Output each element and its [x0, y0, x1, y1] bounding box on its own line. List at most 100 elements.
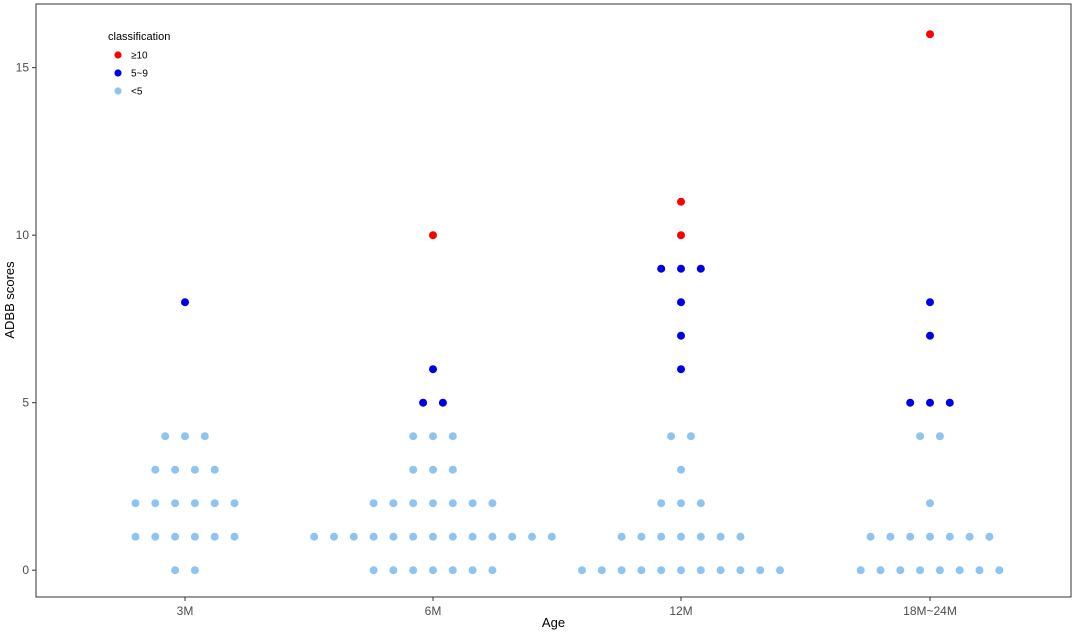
data-point [547, 532, 556, 541]
data-point [210, 499, 219, 508]
data-point [716, 566, 725, 575]
data-point [617, 566, 626, 575]
data-point [975, 566, 984, 575]
data-point [468, 566, 477, 575]
data-point [637, 566, 646, 575]
data-point [131, 499, 140, 508]
data-point [696, 532, 705, 541]
data-point [429, 499, 437, 508]
data-point [677, 566, 685, 575]
data-point [190, 566, 199, 575]
data-point [677, 499, 685, 508]
data-point [528, 532, 536, 541]
x-tick-label: 3M [177, 604, 194, 618]
data-point [171, 499, 180, 508]
data-point [468, 499, 477, 508]
data-point [677, 231, 685, 240]
data-point [448, 499, 457, 508]
data-points [131, 30, 1004, 575]
data-point [677, 532, 685, 541]
data-point [696, 264, 705, 273]
data-point [429, 465, 437, 474]
data-point [349, 532, 358, 541]
data-point [677, 465, 685, 474]
data-point [409, 499, 418, 508]
data-point [916, 432, 925, 441]
data-point [856, 566, 865, 575]
data-point [657, 264, 666, 273]
y-axis: 0 5 10 15 [16, 61, 36, 577]
data-point [190, 532, 199, 541]
x-tick-label: 18M~24M [903, 604, 957, 618]
data-point [716, 532, 725, 541]
data-point [429, 432, 437, 441]
data-point [171, 465, 180, 474]
x-axis: 3M 6M 12M 18M~24M [177, 597, 957, 618]
data-point [369, 499, 378, 508]
legend-key [114, 69, 122, 77]
data-point [508, 532, 517, 541]
data-point [677, 331, 685, 340]
data-point [151, 532, 160, 541]
legend: classification ≥10 5~9 <5 [108, 31, 170, 98]
data-point [926, 532, 934, 541]
data-point [330, 532, 338, 541]
data-point [696, 499, 705, 508]
data-point [429, 566, 437, 575]
data-point [657, 532, 666, 541]
x-tick-label: 6M [425, 604, 442, 618]
data-point [448, 532, 457, 541]
data-point [409, 566, 418, 575]
data-point [945, 398, 954, 407]
data-point [488, 499, 497, 508]
x-tick-label: 12M [669, 604, 692, 618]
data-point [866, 532, 875, 541]
data-point [965, 532, 974, 541]
data-point [667, 432, 676, 441]
data-point [448, 432, 457, 441]
y-tick-label: 10 [16, 228, 30, 242]
data-point [190, 465, 199, 474]
data-point [151, 499, 160, 508]
data-point [657, 499, 666, 508]
data-point [200, 432, 209, 441]
data-point [429, 231, 437, 240]
data-point [488, 566, 497, 575]
data-point [926, 30, 934, 39]
data-point [955, 566, 964, 575]
data-point [906, 398, 915, 407]
data-point [995, 566, 1004, 575]
data-point [230, 499, 239, 508]
data-point [916, 566, 925, 575]
data-point [617, 532, 626, 541]
data-point [926, 499, 934, 508]
data-point [677, 197, 685, 206]
data-point [448, 566, 457, 575]
data-point [131, 532, 140, 541]
y-axis-title: ADBB scores [2, 261, 17, 339]
data-point [488, 532, 497, 541]
data-point [409, 465, 418, 474]
legend-key [114, 87, 122, 95]
data-point [896, 566, 905, 575]
x-axis-title: Age [542, 615, 565, 630]
data-point [181, 298, 189, 307]
data-point [171, 566, 180, 575]
data-point [776, 566, 784, 575]
data-point [985, 532, 994, 541]
data-point [637, 532, 646, 541]
y-tick-label: 0 [22, 563, 29, 577]
data-point [389, 532, 398, 541]
data-point [151, 465, 160, 474]
data-point [409, 432, 418, 441]
data-point [171, 532, 180, 541]
legend-label: 5~9 [131, 69, 148, 80]
data-point [926, 298, 934, 307]
y-tick-label: 5 [22, 396, 29, 410]
data-point [677, 365, 685, 374]
data-point [438, 398, 447, 407]
data-point [181, 432, 189, 441]
data-point [935, 566, 944, 575]
data-point [935, 432, 944, 441]
